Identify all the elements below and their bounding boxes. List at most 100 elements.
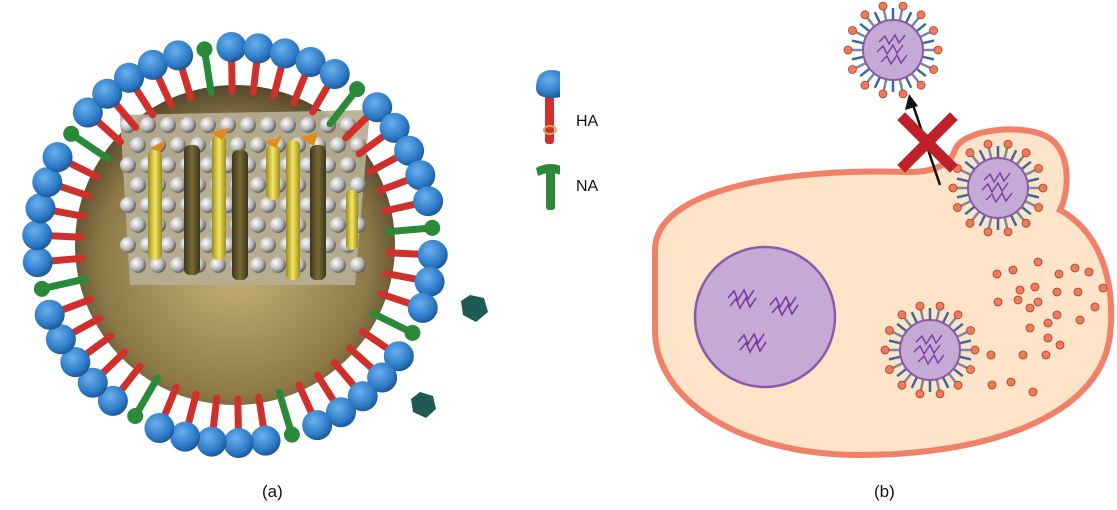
matrix-ball (270, 257, 286, 273)
ha-spike (269, 38, 300, 100)
na-spike (275, 389, 300, 443)
ha-spike (216, 32, 247, 95)
na-spike (33, 275, 89, 297)
ha-spike (295, 381, 333, 441)
matrix-ball (160, 117, 176, 133)
matrix-ball (330, 257, 346, 273)
na-spike (384, 219, 441, 236)
ha-spike (22, 220, 85, 251)
nucleus (693, 245, 837, 389)
matrix-ball (260, 117, 276, 133)
virion-illustration (22, 32, 568, 458)
ha-spike (377, 290, 438, 323)
protein-particle (1052, 310, 1062, 320)
matrix-ball (120, 197, 136, 213)
rna-segments (148, 128, 358, 280)
ha-spike (342, 92, 393, 142)
protein-particle (1008, 265, 1018, 275)
matrix-ball (220, 117, 236, 133)
ha-spike (358, 327, 414, 372)
protein-particle (1043, 318, 1053, 328)
protein-particle (1013, 295, 1023, 305)
ha-spike (114, 62, 157, 119)
protein-particle (1070, 263, 1080, 273)
ha-spike (25, 193, 88, 224)
na-spike (369, 309, 421, 341)
protein-particle (1073, 287, 1083, 297)
protein-particle (1006, 377, 1016, 387)
ha-spike (223, 395, 254, 458)
matrix-ball (200, 117, 216, 133)
protein-particle (1033, 257, 1043, 267)
matrix-ball (280, 117, 296, 133)
blocked-release-x (897, 112, 958, 173)
ha-spike (243, 33, 274, 96)
free-particle (411, 392, 436, 418)
ha-spike (345, 344, 398, 393)
ha-spike (355, 112, 410, 158)
protein-particle (1015, 285, 1025, 295)
protein-particle (1098, 283, 1108, 293)
protein-particle (1075, 315, 1085, 325)
surface-glycoproteins (22, 32, 448, 458)
matrix-ball (160, 157, 176, 173)
matrix-ball (170, 217, 186, 233)
ha-spike (97, 362, 144, 416)
ha-spike (92, 78, 140, 131)
matrix-ball (130, 217, 146, 233)
matrix-ball (350, 257, 366, 273)
ha-spike (196, 394, 227, 457)
matrix-ball (300, 117, 316, 133)
ha-spike (385, 239, 448, 270)
protein-particle (987, 380, 997, 390)
virion (880, 301, 980, 399)
ha-spike (42, 142, 101, 181)
matrix-ball (130, 177, 146, 193)
ha-spike (77, 348, 128, 398)
ha-legend-icon (536, 70, 568, 144)
na-label: NA (576, 178, 599, 195)
matrix-ball (140, 117, 156, 133)
ha-spike (381, 186, 444, 217)
caption-a: (a) (262, 482, 283, 501)
na-legend-icon (536, 164, 566, 210)
ha-spike (137, 49, 175, 109)
caption-b: (b) (874, 482, 895, 501)
protein-particle (1054, 269, 1064, 279)
protein-particle (1025, 303, 1035, 313)
protein-particle (992, 269, 1002, 279)
matrix-ball (250, 257, 266, 273)
protein-particle (1018, 350, 1028, 360)
ha-spike (22, 247, 86, 278)
protein-particle (1090, 302, 1100, 312)
matrix-ball (170, 137, 186, 153)
free-particle (461, 295, 488, 322)
viral-protein-particles (986, 257, 1108, 397)
matrix-ball (130, 257, 146, 273)
na-spike (127, 374, 161, 425)
matrix-ball (350, 177, 366, 193)
ha-spike (163, 40, 195, 101)
protein-particle (1030, 282, 1040, 292)
matrix-ball (180, 117, 196, 133)
virions (843, 1, 1048, 399)
ha-spike (366, 135, 425, 176)
matrix-ball (260, 237, 276, 253)
protein-particle (1033, 297, 1043, 307)
na-spike (326, 81, 366, 128)
protein-particle (1055, 340, 1065, 350)
protein-particle (1041, 350, 1051, 360)
matrix-ball (120, 237, 136, 253)
matrix-ball (160, 237, 176, 253)
matrix-ball (250, 217, 266, 233)
matrix-ball (210, 257, 226, 273)
panel-a-influenza-virion: HA NA (0, 0, 598, 505)
protein-particle (1043, 333, 1053, 343)
ha-spike (34, 295, 95, 330)
matrix-ball (260, 197, 276, 213)
virion (948, 139, 1048, 237)
ha-spike (250, 393, 281, 456)
matrix-ball (160, 197, 176, 213)
na-spike (196, 41, 215, 97)
matrix-ball (250, 137, 266, 153)
